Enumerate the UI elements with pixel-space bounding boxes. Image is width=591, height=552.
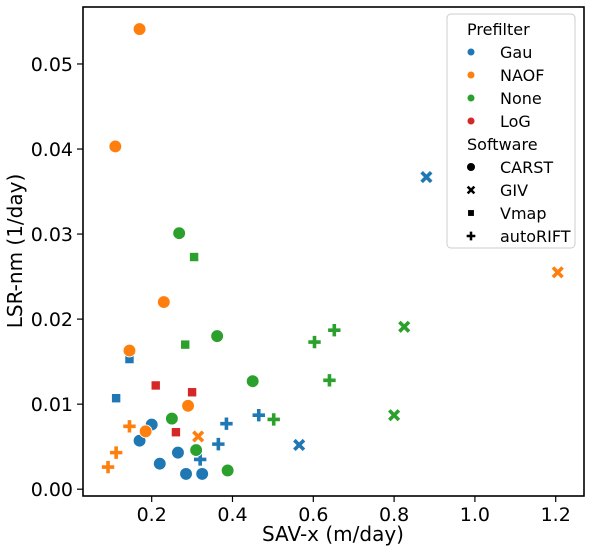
data-point — [110, 446, 122, 458]
x-tick-label: 0.2 — [137, 504, 167, 526]
x-tick-label: 1.2 — [541, 504, 571, 526]
data-point — [422, 172, 432, 182]
data-point — [181, 340, 189, 348]
y-tick-label: 0.05 — [31, 54, 73, 76]
x-axis-title: SAV-x (m/day) — [262, 522, 404, 546]
data-point — [221, 464, 234, 477]
legend-label: CARST — [500, 158, 553, 177]
y-tick-label: 0.04 — [31, 139, 73, 161]
data-point — [246, 375, 259, 388]
data-point — [193, 432, 203, 442]
data-point — [180, 467, 193, 480]
data-point — [308, 336, 320, 348]
y-axis-title: LSR-nm (1/day) — [3, 174, 27, 329]
data-point — [220, 418, 232, 430]
legend-marker — [467, 94, 475, 102]
data-point — [112, 394, 120, 402]
data-point — [399, 322, 409, 332]
x-tick-label: 1.0 — [460, 504, 490, 526]
data-point — [153, 457, 166, 470]
y-tick-label: 0.03 — [31, 224, 73, 246]
data-point — [196, 467, 209, 480]
legend-marker — [468, 210, 474, 216]
y-axis: 0.00 0.01 0.02 0.03 0.04 0.05 — [31, 54, 83, 501]
data-point — [133, 23, 146, 36]
y-tick-label: 0.02 — [31, 309, 73, 331]
data-point — [294, 440, 304, 450]
data-point — [182, 399, 195, 412]
legend-marker — [467, 117, 475, 125]
y-tick-label: 0.01 — [31, 394, 73, 416]
data-point — [139, 425, 152, 438]
legend-label: None — [500, 89, 542, 108]
data-point — [157, 296, 170, 309]
legend-label: autoRIFT — [500, 227, 571, 246]
data-point — [123, 420, 135, 432]
data-point — [328, 324, 340, 336]
legend-label: Vmap — [500, 204, 547, 223]
data-point — [172, 446, 185, 459]
legend-title-software: Software — [467, 135, 538, 154]
x-tick-label: 0.4 — [217, 504, 247, 526]
data-point — [173, 227, 186, 240]
data-point — [109, 140, 122, 153]
data-point — [165, 412, 178, 425]
legend-label: NAOF — [500, 66, 544, 85]
data-point — [190, 444, 203, 457]
legend: Prefilter Gau NAOF None LoG Software CARST GIV V… — [447, 14, 575, 248]
data-point — [123, 344, 136, 357]
legend-label: Gau — [500, 43, 532, 62]
data-point — [253, 409, 265, 421]
legend-marker — [467, 71, 475, 79]
legend-marker — [467, 48, 475, 56]
legend-marker — [467, 163, 476, 172]
y-tick-label: 0.00 — [31, 479, 73, 501]
data-point — [211, 330, 224, 343]
data-point — [152, 381, 160, 389]
data-point — [323, 374, 335, 386]
legend-label: LoG — [500, 112, 531, 131]
data-point — [268, 413, 280, 425]
data-point — [389, 410, 399, 420]
data-point — [188, 388, 196, 396]
data-point — [190, 253, 198, 261]
data-point — [172, 428, 180, 436]
legend-label: GIV — [500, 181, 528, 200]
data-point — [553, 268, 563, 278]
data-point — [102, 461, 114, 473]
legend-title-prefilter: Prefilter — [467, 20, 530, 39]
data-point — [212, 438, 224, 450]
